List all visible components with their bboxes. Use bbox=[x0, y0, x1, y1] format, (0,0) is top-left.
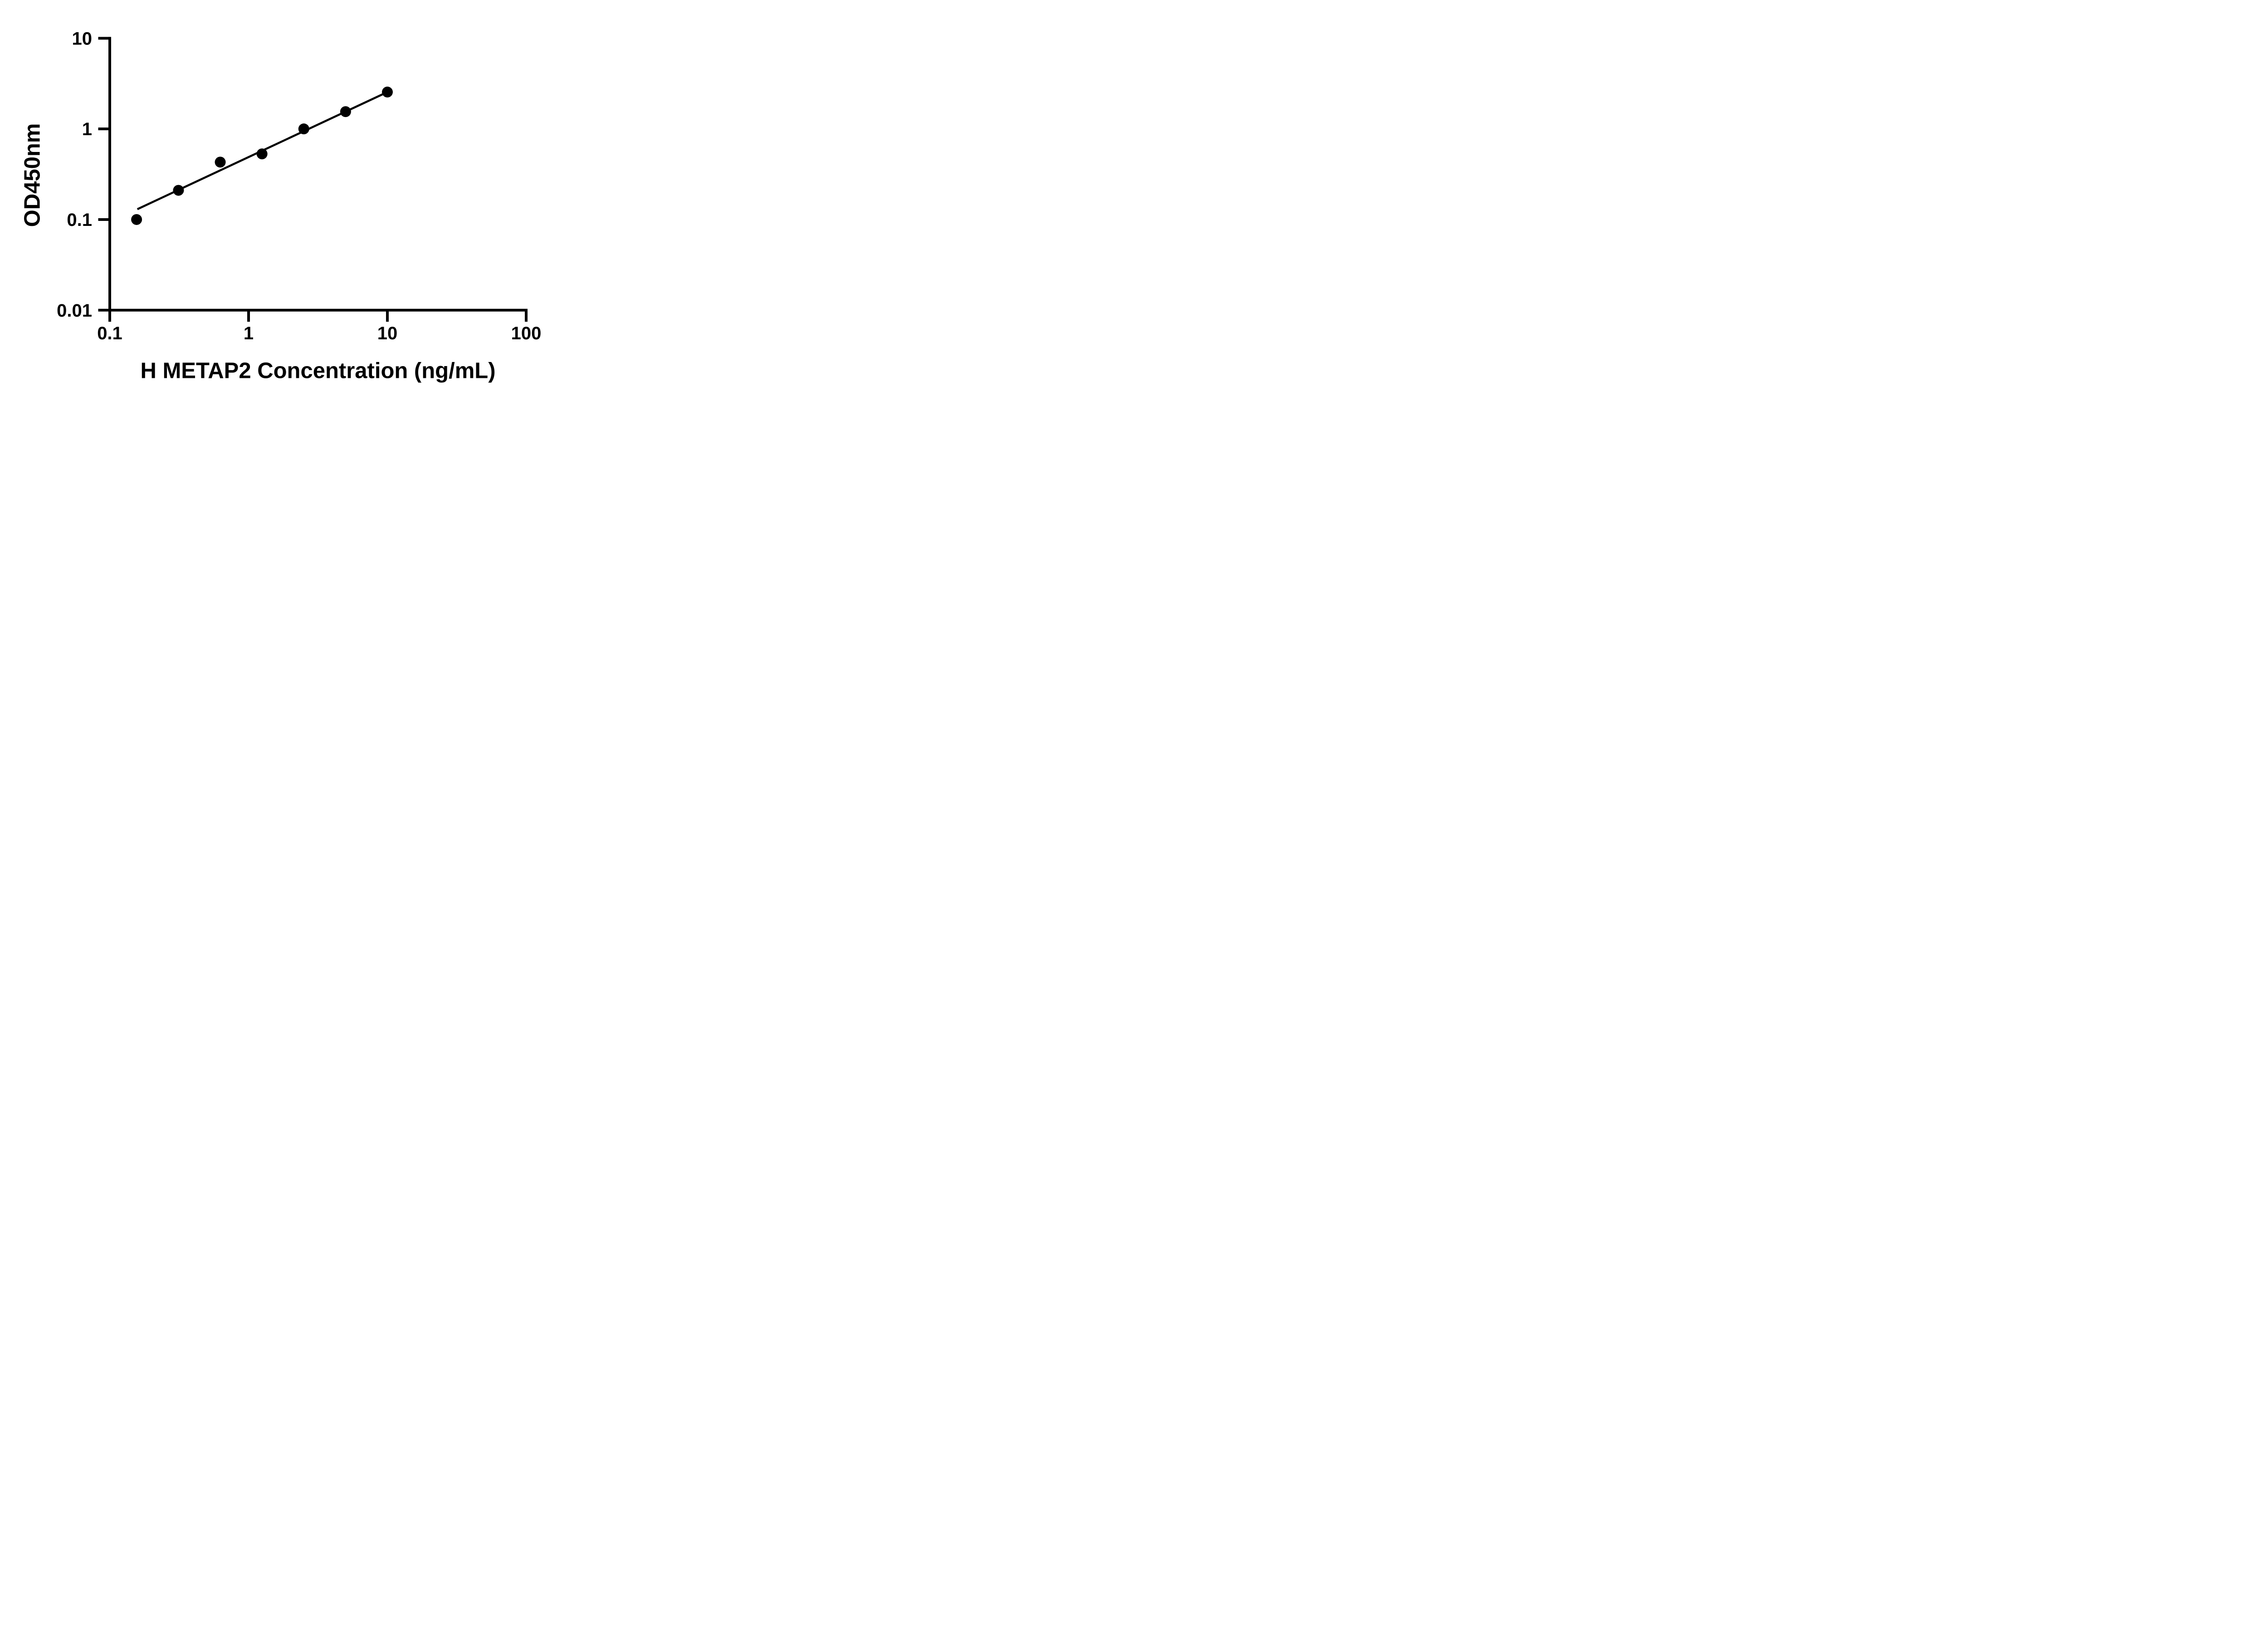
y-tick-label: 1 bbox=[82, 119, 92, 139]
data-point bbox=[298, 123, 309, 135]
x-axis-title: H METAP2 Concentration (ng/mL) bbox=[140, 358, 496, 383]
x-tick-label: 0.1 bbox=[97, 323, 122, 343]
y-axis-title: OD450nm bbox=[20, 123, 45, 227]
data-point bbox=[256, 148, 268, 160]
y-tick-label: 0.01 bbox=[57, 301, 92, 321]
x-tick-label: 100 bbox=[511, 323, 542, 343]
standard-curve-figure: 0.1 1 10 100 10 1 0.1 0.01 OD450nm H METAP2 Con… bbox=[0, 0, 579, 410]
data-point bbox=[215, 156, 226, 168]
x-tick-label: 1 bbox=[244, 323, 254, 343]
data-point bbox=[382, 86, 393, 98]
y-tick-label: 10 bbox=[72, 29, 93, 49]
data-point bbox=[173, 185, 184, 196]
data-point bbox=[340, 106, 351, 117]
data-point bbox=[131, 214, 142, 225]
y-tick-label: 0.1 bbox=[67, 210, 92, 230]
x-tick-label: 10 bbox=[377, 323, 398, 343]
